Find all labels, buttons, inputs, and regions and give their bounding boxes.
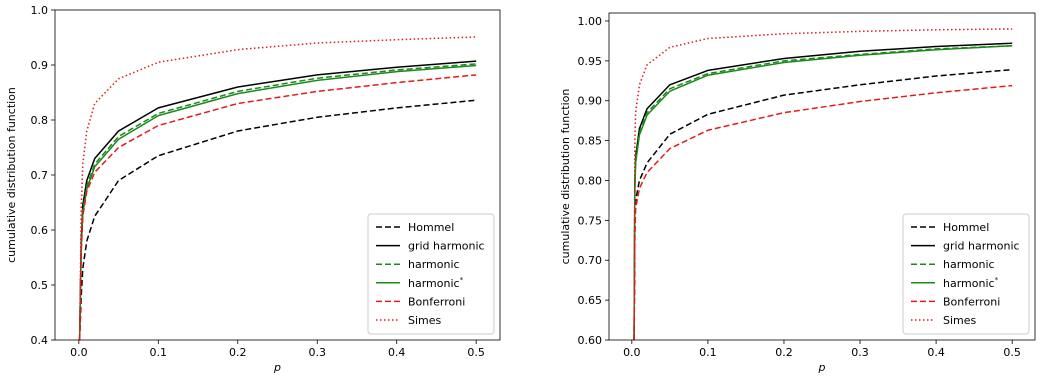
y-tick-label: 0.8 <box>31 114 49 127</box>
y-tick-label: 0.9 <box>31 59 49 72</box>
y-tick-label: 0.65 <box>578 294 603 307</box>
x-tick-label: 0.0 <box>623 346 641 359</box>
x-tick-label: 0.3 <box>851 346 869 359</box>
series-line-bonferroni <box>633 84 1013 340</box>
legend-label: Bonferroni <box>408 295 465 308</box>
legend-label: Simes <box>943 314 977 327</box>
y-tick-label: 0.6 <box>31 224 49 237</box>
legend-label: harmonic <box>408 258 460 271</box>
x-tick-label: 0.4 <box>927 346 945 359</box>
legend-label: harmonic* <box>408 276 464 290</box>
series-line-simes <box>78 36 477 340</box>
series-group <box>633 28 1013 340</box>
y-tick-label: 1.0 <box>31 4 49 17</box>
y-tick-label: 0.75 <box>578 214 603 227</box>
x-tick-label: 0.4 <box>388 346 406 359</box>
y-axis-label: cumulative distribution function <box>559 89 572 265</box>
series-group <box>78 36 477 340</box>
y-tick-label: 0.60 <box>578 334 603 347</box>
y-tick-label: 0.90 <box>578 95 603 108</box>
x-tick-label: 0.3 <box>308 346 326 359</box>
x-tick-label: 0.0 <box>70 346 88 359</box>
plot-frame <box>608 12 1036 341</box>
x-tick-label: 0.1 <box>150 346 168 359</box>
x-tick-label: 0.2 <box>229 346 247 359</box>
series-line-hommel <box>78 99 477 340</box>
left-chart-panel: 0.0 0.1 0.2 0.3 0.4 0.5 0.4 0.5 0.6 0.7 0.8 0.9 1.0 p… <box>5 4 501 374</box>
x-tick-label: 0.1 <box>699 346 717 359</box>
legend-label: grid harmonic <box>408 240 485 253</box>
y-tick-label: 0.85 <box>578 135 603 148</box>
legend-label: harmonic <box>943 258 995 271</box>
legend-label: Hommel <box>408 221 454 234</box>
legend-label: harmonic* <box>943 276 999 290</box>
x-tick-label: 0.2 <box>775 346 793 359</box>
x-axis-label: p <box>273 361 281 374</box>
x-tick-label: 0.5 <box>467 346 485 359</box>
series-line-harmonic- <box>78 64 477 340</box>
x-axis-label: p <box>818 361 826 374</box>
legend: Hommel grid harmonic harmonic harmonic* Bonf… <box>367 213 495 335</box>
legend-box <box>902 213 1030 335</box>
legend: Hommel grid harmonic harmonic harmonic* Bonf… <box>902 213 1030 335</box>
x-tick-label: 0.5 <box>1003 346 1021 359</box>
legend-label: grid harmonic <box>943 240 1020 253</box>
legend-label: Simes <box>408 314 442 327</box>
legend-label: Bonferroni <box>943 295 1000 308</box>
y-tick-label: 0.95 <box>578 55 603 68</box>
y-tick-label: 0.80 <box>578 174 603 187</box>
y-tick-label: 0.70 <box>578 254 603 267</box>
right-chart-panel: 0.0 0.1 0.2 0.3 0.4 0.5 0.60 0.65 0.70 0.75 0.80 0.… <box>559 12 1036 374</box>
legend-label: Hommel <box>943 221 989 234</box>
y-axis-label: cumulative distribution function <box>5 87 18 263</box>
legend-box <box>367 213 495 335</box>
series-line-bonferroni <box>78 74 477 340</box>
y-tick-label: 0.5 <box>31 279 49 292</box>
y-tick-label: 0.7 <box>31 169 49 182</box>
y-tick-label: 1.00 <box>578 15 603 28</box>
y-tick-label: 0.4 <box>31 334 49 347</box>
